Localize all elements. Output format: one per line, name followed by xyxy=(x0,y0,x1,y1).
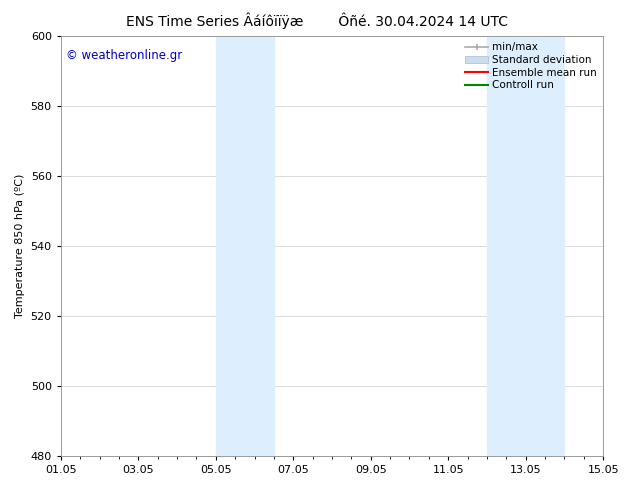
Y-axis label: Temperature 850 hPa (ºC): Temperature 850 hPa (ºC) xyxy=(15,174,25,318)
Text: © weatheronline.gr: © weatheronline.gr xyxy=(67,49,183,62)
Text: ENS Time Series Âáíôïïÿæ        Ôñé. 30.04.2024 14 UTC: ENS Time Series Âáíôïïÿæ Ôñé. 30.04.2024… xyxy=(126,12,508,29)
Legend: min/max, Standard deviation, Ensemble mean run, Controll run: min/max, Standard deviation, Ensemble me… xyxy=(461,38,601,95)
Bar xyxy=(487,36,564,456)
Bar xyxy=(216,36,274,456)
